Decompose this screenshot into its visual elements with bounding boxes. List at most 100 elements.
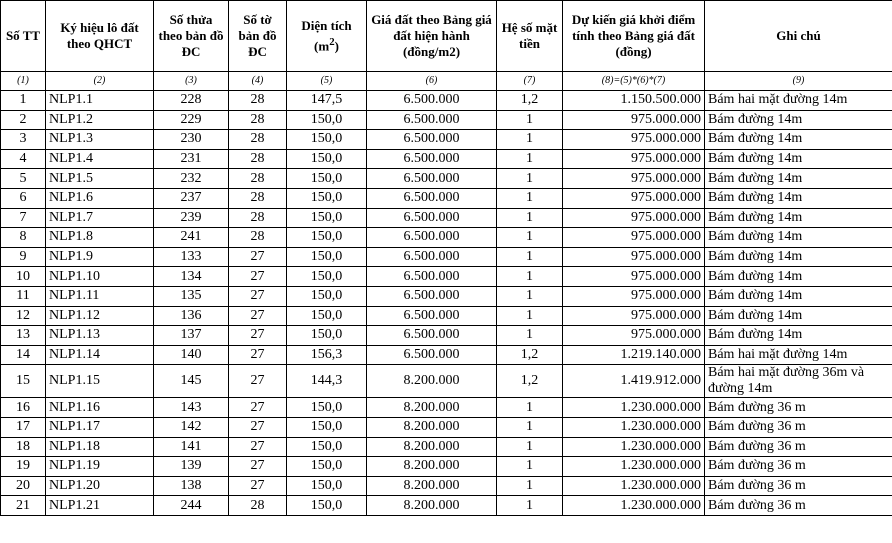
cell: 1.150.500.000 <box>562 90 705 111</box>
cell: 27 <box>228 305 287 327</box>
cell: NLP1.2 <box>45 109 154 131</box>
cell: 17 <box>0 416 46 438</box>
cell: 8.200.000 <box>366 495 497 516</box>
header-text: Diện tích (m <box>301 17 352 54</box>
cell: 975.000.000 <box>562 109 705 131</box>
cell: Bám đường 36 m <box>704 495 892 516</box>
cell: 20 <box>0 475 46 497</box>
cell: 1 <box>496 227 563 248</box>
cell: 28 <box>228 129 287 150</box>
cell: 6.500.000 <box>366 266 497 287</box>
cell: 1 <box>496 148 563 170</box>
data-row: 12 NLP1.12 136 27 150,0 6.500.000 1 975.000.000… <box>0 305 892 327</box>
cell: 6.500.000 <box>366 344 497 366</box>
cell: 27 <box>228 344 287 366</box>
cell: 27 <box>228 285 287 307</box>
cell: 27 <box>228 475 287 497</box>
cell: 8.200.000 <box>366 475 497 497</box>
cell: 6.500.000 <box>366 90 497 111</box>
cell: 975.000.000 <box>562 305 705 327</box>
cell: 150,0 <box>286 325 367 346</box>
cell: NLP1.17 <box>45 416 154 438</box>
cell: 975.000.000 <box>562 168 705 189</box>
cell: 27 <box>228 416 287 438</box>
cell: 1 <box>496 187 563 209</box>
cell: 3 <box>0 129 46 150</box>
cell: 14 <box>0 344 46 366</box>
header-text: Số tờ bản đồ ĐC <box>238 12 277 59</box>
cell: 1 <box>496 109 563 131</box>
index-cell: (3) <box>153 71 229 91</box>
data-row: 20 NLP1.20 138 27 150,0 8.200.000 1 1.230.000.0… <box>0 475 892 497</box>
cell: 150,0 <box>286 246 367 268</box>
data-row: 9 NLP1.9 133 27 150,0 6.500.000 1 975.000.000 Bá… <box>0 246 892 268</box>
cell: 229 <box>153 109 229 131</box>
cell: 6.500.000 <box>366 129 497 150</box>
header-cell: Số TT <box>0 0 46 72</box>
cell: Bám đường 14m <box>704 207 892 229</box>
cell: 15 <box>0 364 46 399</box>
cell: NLP1.6 <box>45 187 154 209</box>
cell: 6.500.000 <box>366 305 497 327</box>
cell: 28 <box>228 168 287 189</box>
data-row: 1 NLP1.1 228 28 147,5 6.500.000 1,2 1.150.500.0… <box>0 90 892 111</box>
data-row: 8 NLP1.8 241 28 150,0 6.500.000 1 975.000.000 Bá… <box>0 227 892 248</box>
header-text: Hệ số mặt tiền <box>501 20 558 51</box>
cell: 28 <box>228 148 287 170</box>
data-row: 21 NLP1.21 244 28 150,0 8.200.000 1 1.230.000.0… <box>0 495 892 516</box>
header-text: Giá đất theo Bảng giá đất hiện hành (đồn… <box>371 12 492 59</box>
data-row: 18 NLP1.18 141 27 150,0 8.200.000 1 1.230.000.0… <box>0 436 892 458</box>
cell: 150,0 <box>286 207 367 229</box>
cell: 142 <box>153 416 229 438</box>
index-cell: (8)=(5)*(6)*(7) <box>562 71 705 91</box>
cell: 150,0 <box>286 397 367 418</box>
header-text: ) <box>334 38 339 54</box>
header-row: Số TT Ký hiệu lô đất theo QHCT Số thửa the… <box>0 0 892 72</box>
data-row: 10 NLP1.10 134 27 150,0 6.500.000 1 975.000.000… <box>0 266 892 287</box>
cell: Bám hai mặt đường 36m và đường 14m <box>704 364 892 399</box>
cell: 150,0 <box>286 187 367 209</box>
cell: 1 <box>0 90 46 111</box>
cell: 28 <box>228 495 287 516</box>
cell: NLP1.18 <box>45 436 154 458</box>
cell: 1 <box>496 397 563 418</box>
cell: 6.500.000 <box>366 109 497 131</box>
cell: 8.200.000 <box>366 416 497 438</box>
cell: 27 <box>228 456 287 477</box>
index-cell: (9) <box>704 71 892 91</box>
cell: Bám đường 14m <box>704 109 892 131</box>
cell: 6.500.000 <box>366 148 497 170</box>
cell: 150,0 <box>286 475 367 497</box>
header-text: Ký hiệu lô đất theo QHCT <box>60 20 139 51</box>
cell: Bám đường 36 m <box>704 436 892 458</box>
cell: 150,0 <box>286 456 367 477</box>
cell: NLP1.5 <box>45 168 154 189</box>
cell: 975.000.000 <box>562 246 705 268</box>
cell: 150,0 <box>286 495 367 516</box>
cell: 150,0 <box>286 285 367 307</box>
cell: 1.230.000.000 <box>562 436 705 458</box>
index-cell: (1) <box>0 71 46 91</box>
header-cell: Số tờ bản đồ ĐC <box>228 0 287 72</box>
cell: NLP1.7 <box>45 207 154 229</box>
data-row: 7 NLP1.7 239 28 150,0 6.500.000 1 975.000.000 Bá… <box>0 207 892 229</box>
cell: Bám đường 14m <box>704 187 892 209</box>
cell: 975.000.000 <box>562 325 705 346</box>
cell: NLP1.20 <box>45 475 154 497</box>
cell: 975.000.000 <box>562 187 705 209</box>
cell: NLP1.8 <box>45 227 154 248</box>
cell: 6.500.000 <box>366 246 497 268</box>
cell: 150,0 <box>286 227 367 248</box>
data-row: 15 NLP1.15 145 27 144,3 8.200.000 1,2 1.419.912… <box>0 364 892 399</box>
cell: NLP1.1 <box>45 90 154 111</box>
cell: 4 <box>0 148 46 170</box>
cell: Bám đường 14m <box>704 325 892 346</box>
cell: 230 <box>153 129 229 150</box>
cell: 1 <box>496 495 563 516</box>
cell: 27 <box>228 325 287 346</box>
cell: 228 <box>153 90 229 111</box>
cell: 1.419.912.000 <box>562 364 705 399</box>
data-row: 14 NLP1.14 140 27 156,3 6.500.000 1,2 1.219.140… <box>0 344 892 366</box>
table-body: (1) (2) (3) (4) (5) (6) (7) (8)=(5)*(6)*(7) (9) 1… <box>0 71 892 516</box>
cell: Bám đường 14m <box>704 285 892 307</box>
